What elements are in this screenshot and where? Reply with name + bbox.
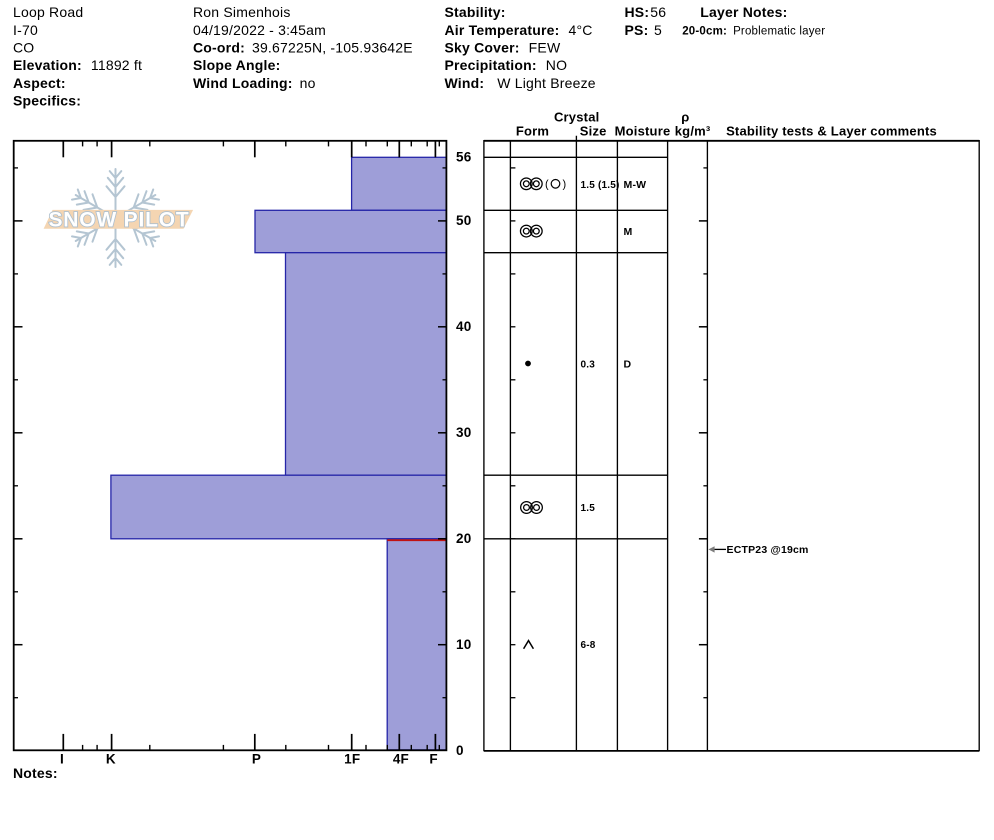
svg-text:Sky Cover:FEW: Sky Cover: FEW	[445, 40, 561, 56]
svg-text:SNOW PILOT: SNOW PILOT	[49, 208, 190, 231]
svg-text:I-70: I-70	[13, 22, 38, 38]
svg-text:D: D	[624, 359, 632, 371]
svg-text:Loop Road: Loop Road	[13, 4, 83, 20]
svg-text:ECTP23 @19cm: ECTP23 @19cm	[727, 544, 809, 556]
svg-text:K: K	[106, 752, 116, 767]
svg-text:Wind Loading:no: Wind Loading: no	[193, 75, 316, 91]
svg-text:Notes:: Notes:	[13, 765, 58, 781]
svg-text:1.5: 1.5	[581, 503, 596, 514]
svg-text:1.5 (1.5): 1.5 (1.5)	[581, 180, 620, 191]
svg-text:kg/m³: kg/m³	[675, 123, 711, 138]
svg-text:30: 30	[456, 425, 471, 440]
svg-text:20: 20	[456, 531, 471, 546]
svg-text:6-8: 6-8	[581, 640, 596, 651]
svg-text:10: 10	[456, 637, 471, 652]
svg-text:(: (	[545, 179, 549, 191]
svg-text:0.3: 0.3	[581, 360, 596, 371]
svg-text:F: F	[429, 752, 437, 767]
svg-text:0: 0	[456, 743, 464, 758]
svg-text:Air Temperature:4°C: Air Temperature: 4°C	[445, 22, 593, 38]
svg-text:56: 56	[456, 150, 472, 165]
svg-text:Co-ord:39.67225N, -105.93642E: Co-ord: 39.67225N, -105.93642E	[193, 40, 413, 56]
svg-text:Stability:: Stability:	[445, 4, 506, 20]
svg-text:4F: 4F	[393, 752, 409, 767]
svg-text:Ron Simenhois: Ron Simenhois	[193, 4, 291, 20]
svg-text:Aspect:: Aspect:	[13, 75, 66, 91]
svg-text:Crystal: Crystal	[554, 110, 599, 125]
svg-text:20-0cm:Problematic layer: 20-0cm: Problematic layer	[682, 26, 825, 38]
svg-text:1F: 1F	[344, 752, 360, 767]
svg-text:HS:56: HS:56	[625, 4, 667, 20]
svg-text:Form: Form	[516, 123, 549, 138]
svg-text:Stability tests & Layer commen: Stability tests & Layer comments	[726, 123, 937, 138]
svg-text:M: M	[624, 226, 633, 238]
svg-text:CO: CO	[13, 40, 34, 56]
svg-text:40: 40	[456, 319, 471, 334]
svg-text:Precipitation:NO: Precipitation: NO	[445, 57, 568, 73]
svg-text:Specifics:: Specifics:	[13, 93, 81, 109]
svg-text:): )	[562, 179, 566, 191]
svg-text:I: I	[60, 752, 64, 767]
svg-text:Layer Notes:: Layer Notes:	[700, 4, 787, 20]
svg-text:P: P	[252, 752, 261, 767]
svg-text:PS:5: PS: 5	[625, 22, 662, 38]
svg-text:Size: Size	[580, 123, 607, 138]
svg-text:M-W: M-W	[624, 179, 647, 191]
svg-text:04/19/2022 - 3:45am: 04/19/2022 - 3:45am	[193, 22, 326, 38]
svg-text:Elevation:11892 ft: Elevation: 11892 ft	[13, 57, 142, 73]
svg-text:ρ: ρ	[681, 110, 689, 125]
svg-text:Slope Angle:: Slope Angle:	[193, 57, 280, 73]
svg-text:50: 50	[456, 213, 471, 228]
svg-text:Wind:W Light Breeze: Wind: W Light Breeze	[445, 75, 596, 91]
svg-text:Moisture: Moisture	[615, 123, 671, 138]
